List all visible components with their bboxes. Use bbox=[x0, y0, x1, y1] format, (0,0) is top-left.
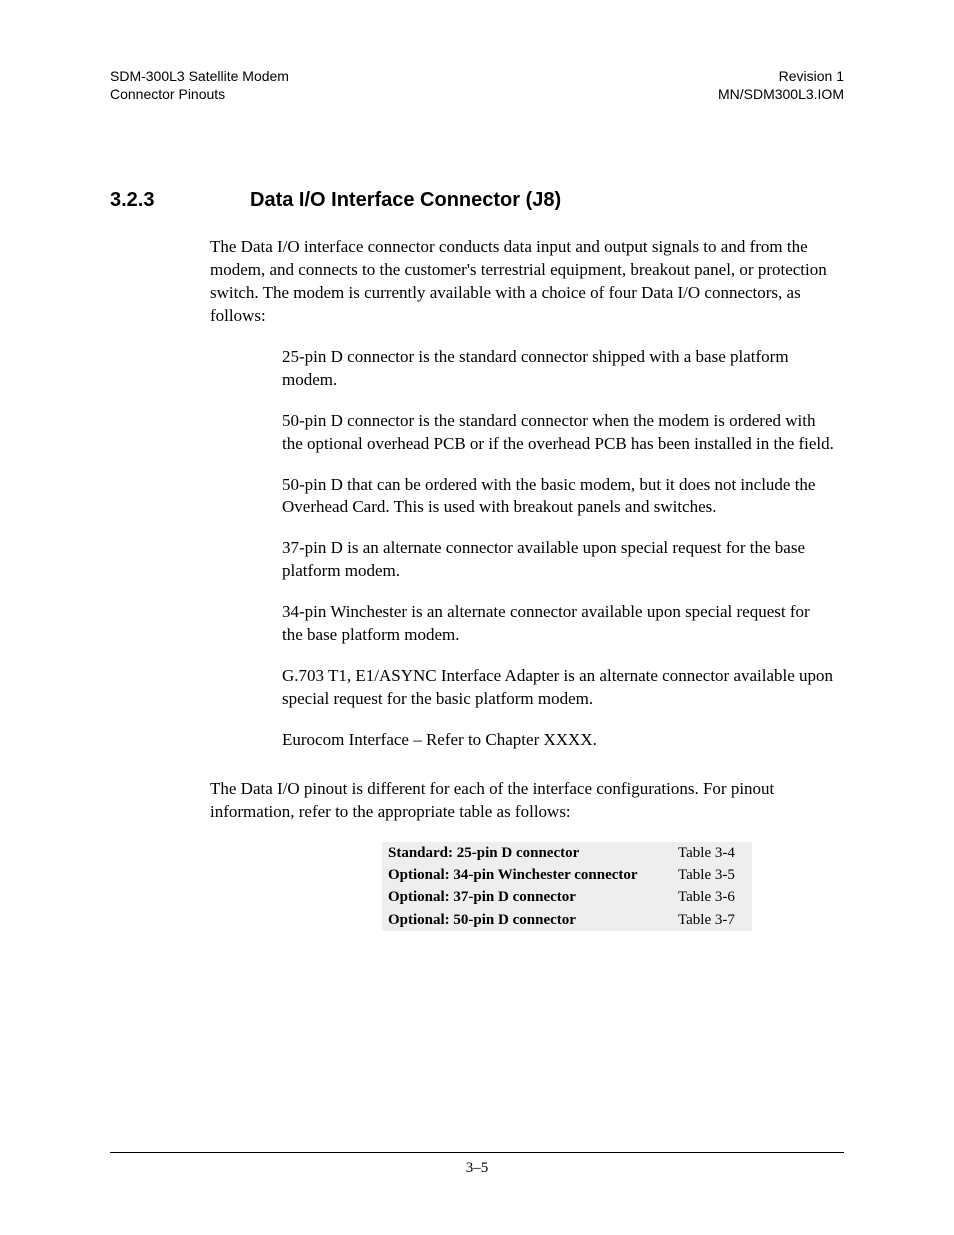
table-label: Optional: 37-pin D connector bbox=[382, 886, 672, 908]
header-right-line1: Revision 1 bbox=[718, 68, 844, 86]
table-row: Optional: 37-pin D connector Table 3-6 bbox=[382, 886, 752, 908]
intro-paragraph: The Data I/O interface connector conduct… bbox=[210, 236, 834, 328]
list-item: G.703 T1, E1/ASYNC Interface Adapter is … bbox=[282, 665, 834, 711]
table-ref: Table 3-6 bbox=[672, 886, 752, 908]
header-left-line2: Connector Pinouts bbox=[110, 86, 289, 104]
body-block: The Data I/O interface connector conduct… bbox=[210, 236, 834, 931]
table-row: Optional: 50-pin D connector Table 3-7 bbox=[382, 909, 752, 931]
list-item: 37-pin D is an alternate connector avail… bbox=[282, 537, 834, 583]
reference-table: Standard: 25-pin D connector Table 3-4 O… bbox=[382, 842, 752, 931]
header-left: SDM-300L3 Satellite Modem Connector Pino… bbox=[110, 68, 289, 103]
header-left-line1: SDM-300L3 Satellite Modem bbox=[110, 68, 289, 86]
header-right: Revision 1 MN/SDM300L3.IOM bbox=[718, 68, 844, 103]
page-header: SDM-300L3 Satellite Modem Connector Pino… bbox=[110, 68, 844, 103]
table-row: Optional: 34-pin Winchester connector Ta… bbox=[382, 864, 752, 886]
table-label: Standard: 25-pin D connector bbox=[382, 842, 672, 864]
table-ref: Table 3-7 bbox=[672, 909, 752, 931]
footer-rule bbox=[110, 1152, 844, 1153]
table-ref: Table 3-4 bbox=[672, 842, 752, 864]
list-item: 34-pin Winchester is an alternate connec… bbox=[282, 601, 834, 647]
page-number: 3–5 bbox=[110, 1160, 844, 1177]
section-title: Data I/O Interface Connector (J8) bbox=[250, 189, 561, 212]
table-label: Optional: 34-pin Winchester connector bbox=[382, 864, 672, 886]
list-item: Eurocom Interface – Refer to Chapter XXX… bbox=[282, 729, 834, 752]
table-label: Optional: 50-pin D connector bbox=[382, 909, 672, 931]
list-item: 50-pin D connector is the standard conne… bbox=[282, 410, 834, 456]
closing-paragraph: The Data I/O pinout is different for eac… bbox=[210, 778, 834, 824]
reference-table-wrap: Standard: 25-pin D connector Table 3-4 O… bbox=[382, 842, 834, 931]
connector-list: 25-pin D connector is the standard conne… bbox=[282, 346, 834, 752]
table-ref: Table 3-5 bbox=[672, 864, 752, 886]
section-heading: 3.2.3 Data I/O Interface Connector (J8) bbox=[110, 189, 844, 212]
list-item: 50-pin D that can be ordered with the ba… bbox=[282, 474, 834, 520]
header-right-line2: MN/SDM300L3.IOM bbox=[718, 86, 844, 104]
table-row: Standard: 25-pin D connector Table 3-4 bbox=[382, 842, 752, 864]
section-number: 3.2.3 bbox=[110, 189, 250, 212]
list-item: 25-pin D connector is the standard conne… bbox=[282, 346, 834, 392]
